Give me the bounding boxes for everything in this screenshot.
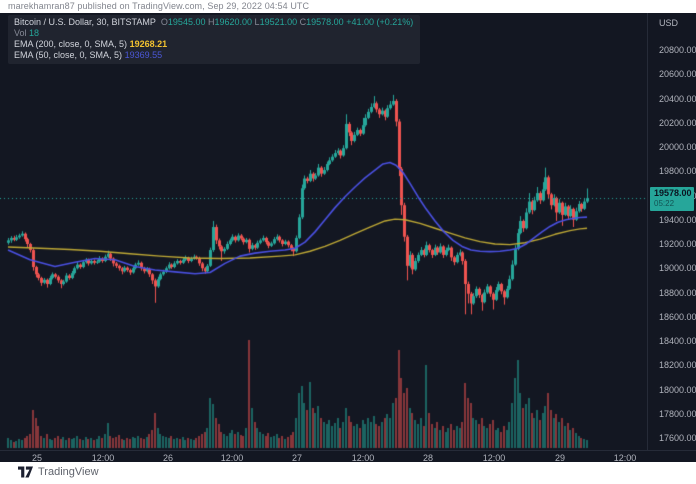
price-axis[interactable]: USD 20800.00 20600.00 20400.00 20200.00 2000… [647,13,696,450]
bar-countdown: 05:22 [654,199,675,208]
ema50-value: 19369.55 [124,50,163,60]
high-value: 19620.00 [214,17,253,27]
low-label: L [254,17,260,27]
price-axis-label: 18000.00 [659,384,696,395]
tradingview-logo-icon [18,466,33,478]
volume-value: 18 [29,28,40,38]
time-axis-label: 12:00 [613,453,637,463]
currency-label: USD [659,18,679,28]
open-value: 19545.00 [167,17,206,27]
last-price-value: 19578.00 [654,188,692,198]
time-axis-label: 12:00 [91,453,115,463]
tradingview-brand[interactable]: TradingView [18,466,99,478]
ema50-label: EMA (50, close, 0, SMA, 5) [14,50,123,60]
legend-volume-row: Vol 18 [14,28,413,39]
time-axis-label: 12:00 [351,453,375,463]
time-axis-label: 29 [554,453,566,463]
time-axis-label: 25 [31,453,43,463]
time-axis-label: 12:00 [220,453,244,463]
price-axis-label: 19000.00 [659,263,696,274]
ema200-value: 19268.21 [129,39,168,49]
price-axis-label: 18800.00 [659,287,696,298]
price-axis-label: 17800.00 [659,408,696,419]
change-value: +41.00 (+0.21%) [346,17,414,27]
high-label: H [207,17,215,27]
time-axis-label: 28 [422,453,434,463]
chart-widget: Bitcoin / U.S. Dollar, 30, BITSTAMP O195… [0,13,696,463]
price-axis-label: 19800.00 [659,166,696,177]
last-price-badge: 19578.00 05:22 [650,187,694,211]
price-axis-label: 18600.00 [659,311,696,322]
ema200-label: EMA (200, close, 0, SMA, 5) [14,39,128,49]
price-axis-label: 20600.00 [659,69,696,80]
price-axis-label: 20200.00 [659,117,696,128]
legend-symbol-row: Bitcoin / U.S. Dollar, 30, BITSTAMP O195… [14,17,413,28]
footer: TradingView [0,462,696,484]
price-axis-label: 18400.00 [659,336,696,346]
time-axis-label: 27 [291,453,303,463]
close-label: C [299,17,307,27]
chart-legend: Bitcoin / U.S. Dollar, 30, BITSTAMP O195… [8,15,421,64]
price-axis-label: 20400.00 [659,93,696,104]
tradingview-brand-text: TradingView [38,466,99,478]
time-axis[interactable]: 25 12:00 26 12:00 27 12:00 28 12:00 29 12:00 [0,450,696,463]
time-axis-label: 12:00 [482,453,506,463]
low-value: 19521.00 [259,17,298,27]
price-axis-label: 20800.00 [659,45,696,55]
volume-label: Vol [14,28,27,38]
price-axis-label: 19400.00 [659,214,696,225]
legend-ema50-row: EMA (50, close, 0, SMA, 5) 19369.55 [14,50,413,61]
price-axis-label: 17600.00 [659,433,696,443]
attribution-text: marekhamran87 published on TradingView.c… [8,1,310,11]
time-axis-label: 26 [162,453,174,463]
price-axis-label: 19200.00 [659,239,696,249]
close-value: 19578.00 [306,17,344,27]
open-label: O [160,17,168,27]
symbol-title: Bitcoin / U.S. Dollar, 30, BITSTAMP [14,17,156,27]
chart-canvas[interactable] [0,13,696,462]
price-axis-label: 18200.00 [659,360,696,371]
legend-ema200-row: EMA (200, close, 0, SMA, 5) 19268.21 [14,39,413,50]
price-axis-label: 20000.00 [659,142,696,152]
